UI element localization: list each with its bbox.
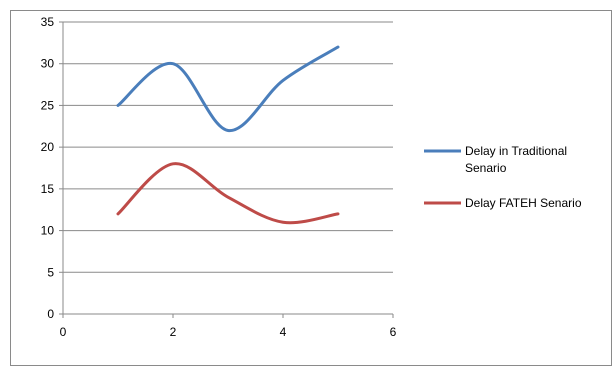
axes: 0 5 10 15 20 25 30 35 0 2 4 6 bbox=[41, 15, 397, 339]
legend-label: Senario bbox=[465, 161, 507, 175]
y-tick-label: 15 bbox=[41, 182, 55, 196]
line-chart: 0 5 10 15 20 25 30 35 0 2 4 6 Delay in Traditional S… bbox=[41, 15, 582, 339]
legend-label: Delay FATEH Senario bbox=[465, 196, 582, 210]
y-tick-label: 0 bbox=[47, 307, 54, 321]
y-tick-label: 25 bbox=[41, 98, 55, 112]
y-tick-label: 10 bbox=[41, 224, 55, 238]
series-lines bbox=[116, 45, 340, 225]
legend: Delay in Traditional Senario Delay FATEH S… bbox=[424, 144, 582, 210]
legend-label: Delay in Traditional bbox=[465, 144, 567, 158]
series-line-fateh bbox=[116, 162, 340, 225]
series-line-traditional bbox=[116, 45, 340, 132]
x-tick-label: 2 bbox=[170, 325, 177, 339]
x-tick-label: 0 bbox=[60, 325, 67, 339]
y-tick-label: 35 bbox=[41, 15, 55, 29]
y-tick-label: 30 bbox=[41, 57, 55, 71]
chart-frame: 0 5 10 15 20 25 30 35 0 2 4 6 Delay in Traditional S… bbox=[10, 10, 612, 366]
y-tick-label: 5 bbox=[47, 265, 54, 279]
y-tick-label: 20 bbox=[41, 140, 55, 154]
x-tick-label: 6 bbox=[390, 325, 397, 339]
gridlines bbox=[63, 21, 393, 273]
x-tick-label: 4 bbox=[280, 325, 287, 339]
